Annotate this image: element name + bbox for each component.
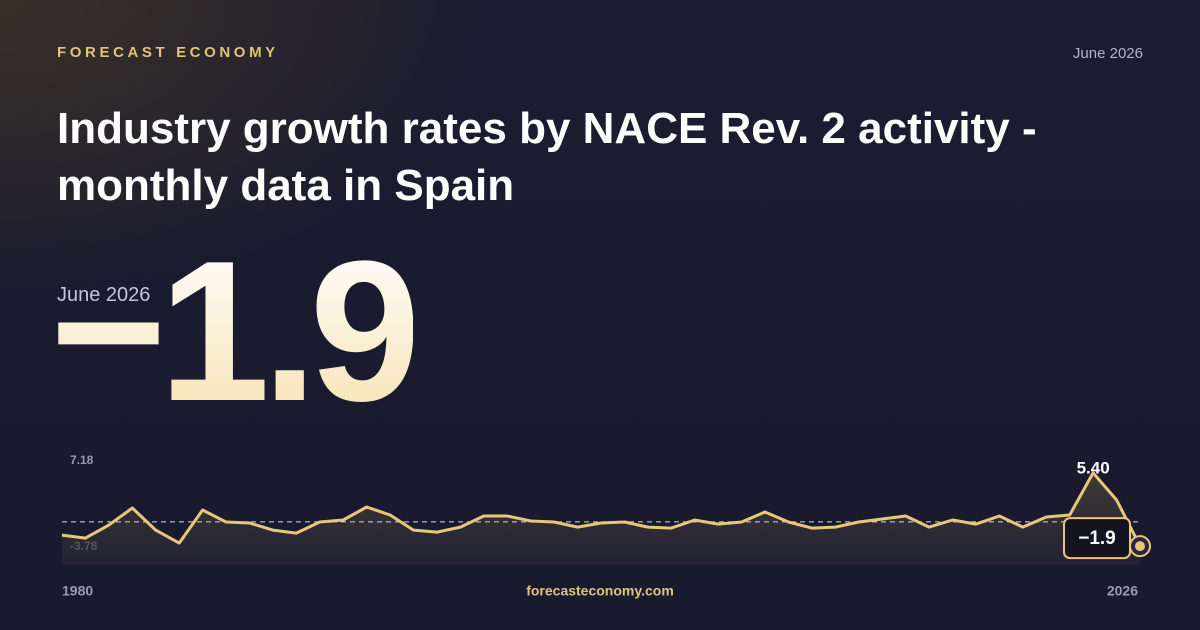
- y-tick-label: 7.18: [70, 453, 94, 467]
- line: [61, 471, 1142, 547]
- date: June 2026: [1072, 45, 1143, 62]
- value-label: 5.40: [1077, 458, 1110, 477]
- area-fill: [62, 472, 1140, 565]
- headline-label: June 2026: [57, 284, 151, 306]
- headline-value: −1.9: [50, 220, 421, 443]
- brand: FORECAST ECONOMY: [57, 44, 279, 61]
- x-tick-label: 2026: [1107, 583, 1138, 599]
- x-tick-label: 1980: [62, 583, 93, 599]
- end-point: [1135, 541, 1145, 552]
- end-label-box: [1063, 517, 1131, 560]
- title: Industry growth rates by NACE Rev. 2 act…: [57, 104, 1037, 210]
- end-label: −1.9: [1078, 528, 1116, 549]
- site: forecasteconomy.com: [526, 583, 674, 599]
